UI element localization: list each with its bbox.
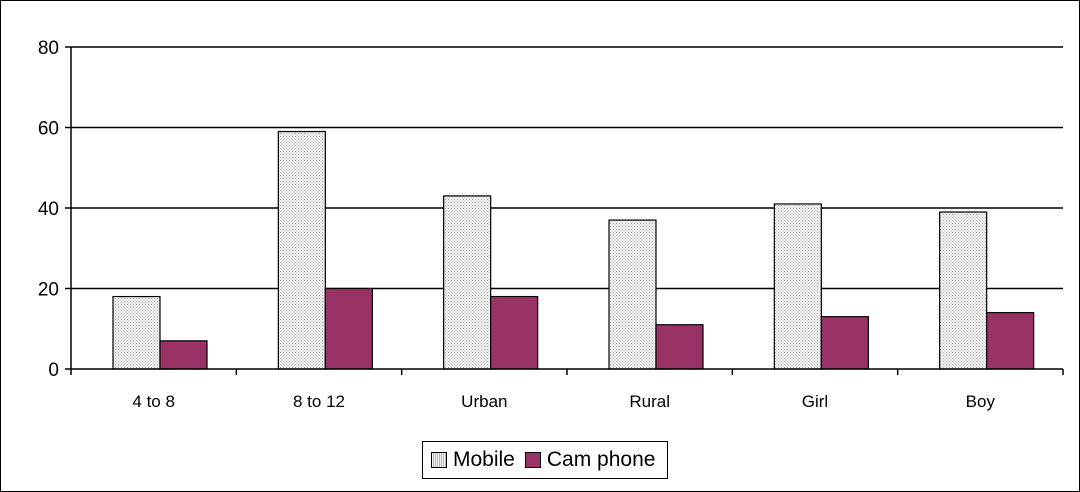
x-category-label: 4 to 8 (132, 392, 175, 411)
axes (70, 47, 1064, 375)
bars (112, 130, 1035, 370)
bar-cam-phone (324, 287, 373, 370)
bar-cam-phone (490, 295, 539, 370)
x-category-label: Girl (802, 392, 828, 411)
bar-cam-phone (820, 316, 869, 370)
x-axis-labels: 4 to 8 8 to 12 Urban Rural Girl Boy (132, 392, 995, 411)
legend: Mobile Cam phone (422, 441, 669, 479)
legend-item-cam-phone: Cam phone (524, 448, 656, 472)
bar-cam-phone (159, 340, 208, 370)
x-category-label: Rural (629, 392, 670, 411)
y-tick-label: 40 (38, 199, 59, 220)
bar-mobile (112, 295, 161, 370)
y-axis-ticks: 0 20 40 60 80 (38, 38, 71, 381)
x-category-label: Urban (461, 392, 507, 411)
legend-item-mobile: Mobile (431, 448, 515, 472)
legend-label-mobile: Mobile (453, 448, 515, 471)
y-tick-label: 80 (38, 38, 59, 59)
legend-swatch-cam-phone (524, 452, 541, 468)
grid-lines (71, 46, 1063, 290)
bar-cam-phone (986, 312, 1035, 370)
bar-mobile (773, 203, 822, 370)
bar-cam-phone (655, 324, 704, 370)
x-category-label: Boy (966, 392, 996, 411)
y-tick-label: 0 (48, 360, 59, 381)
bar-mobile (939, 211, 988, 370)
legend-swatch-mobile (431, 452, 447, 468)
legend-label-cam-phone: Cam phone (546, 448, 656, 471)
bar-mobile (608, 219, 657, 370)
bar-mobile (277, 130, 326, 370)
y-tick-label: 20 (38, 280, 59, 301)
y-tick-label: 60 (38, 119, 59, 140)
x-category-label: 8 to 12 (293, 392, 345, 411)
bar-mobile (443, 195, 492, 370)
